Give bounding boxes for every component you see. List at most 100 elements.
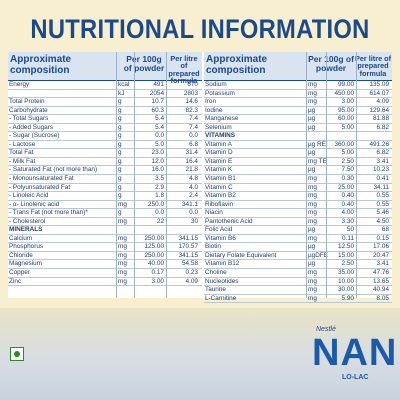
nutrient-unit: µg <box>308 106 316 114</box>
value-per-litre: 0.23 <box>185 269 198 277</box>
nutrient-name: Folic Acid <box>205 226 233 234</box>
nutrient-row: Calcium mg 250.00 341.15 <box>8 235 202 244</box>
value-per-100g: 30.00 <box>338 286 354 294</box>
value-per-litre: 82.3 <box>185 106 198 114</box>
value-per-100g: 4.00 <box>341 209 354 217</box>
nutrient-row: Dietary Folate Equivalent µgDFE 15.00 20.47 <box>204 252 392 261</box>
value-per-litre: 21.8 <box>185 166 198 174</box>
nutrient-name: Vitamin E <box>205 157 233 165</box>
nutrient-unit: µg <box>308 226 316 234</box>
nutrient-row: Potassium mg 450.00 614.07 <box>204 90 392 99</box>
nutrient-row: Vitamin K µg 7.50 10.23 <box>204 166 392 176</box>
nutrient-name: Vitamin B2 <box>205 192 236 200</box>
nutrient-row: - Cholesterol mg 22 30 <box>8 218 202 227</box>
nutrient-unit: mg <box>308 183 317 191</box>
value-per-100g: 0.0 <box>155 132 164 140</box>
nutrient-unit: mg <box>118 200 127 208</box>
column-divider <box>356 52 357 298</box>
column-divider <box>326 52 327 298</box>
nutrient-unit: g <box>118 157 122 165</box>
value-per-litre: 3.41 <box>376 260 389 268</box>
nutrient-name: - Milk Fat <box>9 157 36 165</box>
nutrient-name: Biotin <box>205 243 221 251</box>
value-per-litre: 341.15 <box>178 234 198 242</box>
value-per-litre: 54.58 <box>182 260 198 268</box>
nutrient-unit: mg <box>118 269 127 277</box>
nutrient-unit: kcal <box>118 81 130 88</box>
value-per-litre: 7.4 <box>189 115 198 123</box>
nutrient-unit: mg <box>308 81 317 88</box>
value-per-100g: 250.00 <box>144 251 164 259</box>
value-per-100g: 12.50 <box>338 243 354 251</box>
nutrient-unit: g <box>118 209 122 217</box>
value-per-100g: 12.0 <box>151 157 164 165</box>
nutrient-name: Total Protein <box>9 98 45 106</box>
value-per-100g: 60.3 <box>151 106 164 114</box>
page-title: NUTRITIONAL INFORMATION <box>30 14 370 44</box>
nutrient-name: Riboflavin <box>205 200 234 208</box>
value-per-100g: 125.00 <box>144 243 164 251</box>
nutrient-unit: mg <box>308 269 317 277</box>
nutrient-unit: mg <box>308 277 317 285</box>
header-per-litre: Per litre of prepared formula <box>168 54 200 86</box>
nutrient-row: Taurine mg 30.00 40.94 <box>204 286 392 295</box>
value-per-litre: 68 <box>381 226 389 234</box>
nutrient-name: - α- Linolenic acid <box>9 200 60 208</box>
value-per-litre: 17.06 <box>373 243 389 251</box>
nutrient-unit: µg <box>308 166 316 174</box>
nutrient-unit: mg <box>308 217 317 225</box>
value-per-100g: 0.40 <box>341 200 354 208</box>
value-per-litre: 81.88 <box>373 115 389 123</box>
nutrient-name: VITAMINS <box>205 132 236 140</box>
value-per-litre: 614.07 <box>369 89 389 97</box>
value-per-100g: 5.4 <box>155 123 164 131</box>
nutrient-unit: mg <box>118 243 127 251</box>
nutrient-name: - Linoleic Acid <box>9 192 49 200</box>
nutrient-row: Vitamin B2 mg 0.40 0.55 <box>204 192 392 201</box>
nutrient-name: - Sugar (Sucrose) <box>9 132 60 140</box>
nutrient-name: - Added Sugars <box>9 123 54 131</box>
left-table-rows: Energy kcal 491 670 kJ 2054 2803 Total Protein g… <box>8 81 202 287</box>
value-per-litre: 31.4 <box>185 149 198 157</box>
left-nutrition-table: Approximate composition Per 100g of powd… <box>8 52 202 298</box>
nutrient-name: Vitamin A <box>205 140 232 148</box>
value-per-litre: 0.41 <box>376 175 389 183</box>
value-per-litre: 47.76 <box>373 269 389 277</box>
value-per-100g: 35.00 <box>338 269 354 277</box>
value-per-100g: 10.00 <box>338 277 354 285</box>
nutrient-name: Vitamin B1 <box>205 175 236 183</box>
value-per-litre: 34.11 <box>373 183 389 191</box>
nutrient-name: Vitamin B6 <box>205 234 236 242</box>
nutrient-row: Chloride mg 250.00 341.15 <box>8 252 202 261</box>
header-per-100g: Per 100g of powder <box>123 54 165 73</box>
nutrient-row: - Trans Fat (not more than)* g 0.0 0.0 <box>8 209 202 218</box>
nutrient-name: Choline <box>205 269 227 277</box>
value-per-100g: 450.00 <box>334 89 354 97</box>
value-per-100g: 0.11 <box>342 234 354 242</box>
value-per-litre: 129.64 <box>369 106 389 114</box>
value-per-litre: 341.1 <box>182 200 198 208</box>
nutrient-unit: mg <box>118 234 127 242</box>
value-per-litre: 0.0 <box>189 132 198 140</box>
nutrient-unit: mg <box>118 217 127 225</box>
nutrient-unit: mg TE <box>308 157 327 165</box>
nutrient-row: Vitamin D µg 5.00 6.82 <box>204 149 392 158</box>
nutrient-name: - Polyunsaturated Fat <box>9 183 71 191</box>
nutrient-name: Niacin <box>205 209 223 217</box>
nutrient-unit: mg <box>308 89 317 97</box>
nutrient-row: Energy kcal 491 670 <box>8 81 202 90</box>
value-per-litre: 8.05 <box>376 294 389 302</box>
value-per-100g: 99.00 <box>338 81 354 88</box>
nutrient-row: Vitamin A µg RE 360.00 491.26 <box>204 141 392 150</box>
value-per-100g: 15.00 <box>338 251 354 259</box>
nutrient-name: Magnesium <box>9 260 43 268</box>
value-per-litre: 0.55 <box>376 192 389 200</box>
value-per-litre: 491.26 <box>369 140 389 148</box>
value-per-litre: 2803 <box>183 89 198 97</box>
header-per-100g: Per 100g of powder <box>308 54 354 73</box>
nutrient-row: - Lactose g 5.0 6.8 <box>8 141 202 150</box>
value-per-100g: 50 <box>346 226 354 234</box>
value-per-100g: 25.00 <box>338 183 354 191</box>
value-per-100g: 5.00 <box>341 123 354 131</box>
nutrient-name: Iron <box>205 98 217 106</box>
